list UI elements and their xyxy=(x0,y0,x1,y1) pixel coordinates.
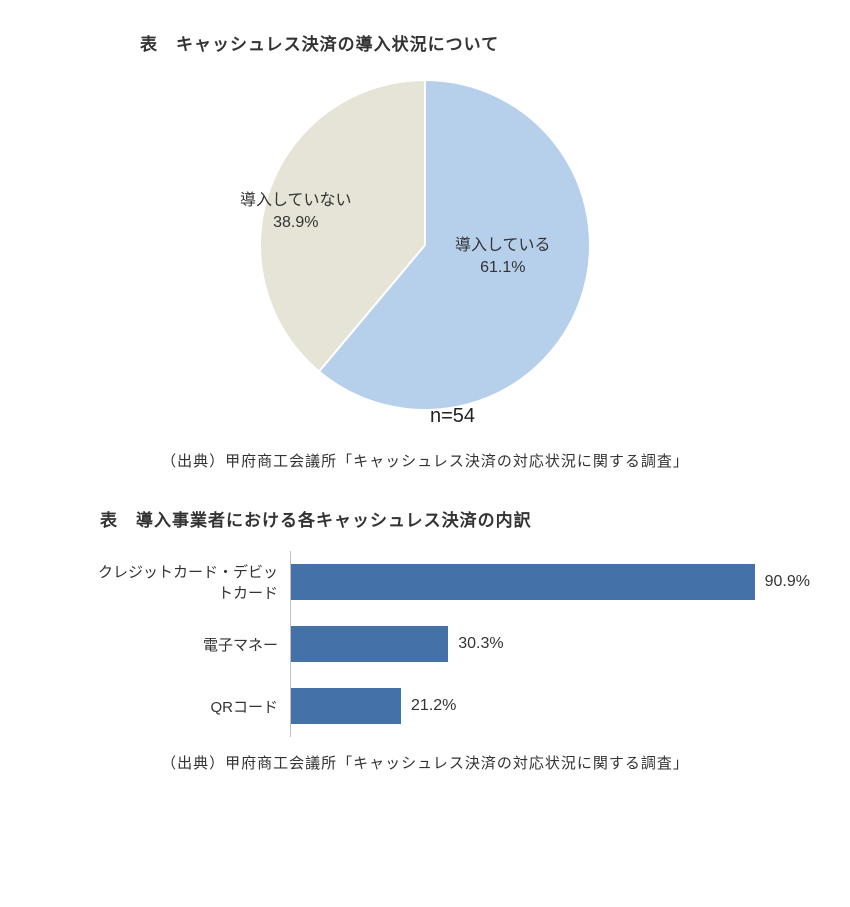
bar-value-0: 90.9% xyxy=(765,573,810,591)
bar-track: 21.2% xyxy=(290,675,810,737)
bar-category-0: クレジットカード・デビットカード xyxy=(90,561,290,603)
pie-slice-label-1: 導入していない 38.9% xyxy=(240,190,352,235)
bar-fill-2 xyxy=(291,688,401,724)
bar-category-1: 電子マネー xyxy=(90,634,290,655)
pie-slice-label-0: 導入している 61.1% xyxy=(455,235,551,280)
bar-track: 90.9% xyxy=(290,551,810,613)
pie-slice-1-pct: 38.9% xyxy=(273,214,318,231)
pie-svg xyxy=(245,75,605,415)
pie-slice-1-name: 導入していない xyxy=(240,192,352,209)
bar-category-2: QRコード xyxy=(90,696,290,717)
bar-row: 電子マネー 30.3% xyxy=(90,613,810,675)
bar-row: QRコード 21.2% xyxy=(90,675,810,737)
pie-slice-0-pct: 61.1% xyxy=(480,259,525,276)
bar-track: 30.3% xyxy=(290,613,810,675)
bar-row: クレジットカード・デビットカード 90.9% xyxy=(90,551,810,613)
bar-source: （出典）甲府商工会議所「キャッシュレス決済の対応状況に関する調査」 xyxy=(30,752,820,773)
bar-chart-title: 表 導入事業者における各キャッシュレス決済の内訳 xyxy=(100,506,820,531)
bar-value-2: 21.2% xyxy=(411,697,456,715)
pie-chart-title: 表 キャッシュレス決済の導入状況について xyxy=(140,30,820,55)
pie-n-label: n=54 xyxy=(430,405,475,428)
bar-value-1: 30.3% xyxy=(458,635,503,653)
pie-chart: 導入している 61.1% 導入していない 38.9% n=54 xyxy=(175,75,675,435)
pie-source: （出典）甲府商工会議所「キャッシュレス決済の対応状況に関する調査」 xyxy=(30,450,820,471)
bar-fill-1 xyxy=(291,626,448,662)
bar-fill-0 xyxy=(291,564,755,600)
pie-slice-0-name: 導入している xyxy=(455,237,551,254)
bar-chart: クレジットカード・デビットカード 90.9% 電子マネー 30.3% QRコード… xyxy=(90,551,810,737)
